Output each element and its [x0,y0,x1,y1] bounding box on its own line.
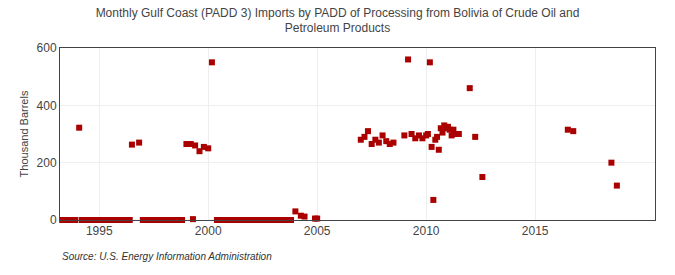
svg-text:2015: 2015 [522,224,549,238]
svg-text:0: 0 [50,213,57,227]
svg-text:400: 400 [37,99,57,113]
svg-text:2005: 2005 [304,224,331,238]
svg-text:Source: U.S. Energy Informatio: Source: U.S. Energy Information Administ… [62,251,272,262]
svg-text:2000: 2000 [195,224,222,238]
svg-text:1995: 1995 [86,224,113,238]
svg-text:2010: 2010 [413,224,440,238]
svg-text:600: 600 [37,41,57,55]
svg-text:200: 200 [37,156,57,170]
svg-text:Monthly Gulf Coast (PADD 3) Im: Monthly Gulf Coast (PADD 3) Imports by P… [96,6,580,36]
svg-text:Thousand Barrels: Thousand Barrels [18,90,30,177]
